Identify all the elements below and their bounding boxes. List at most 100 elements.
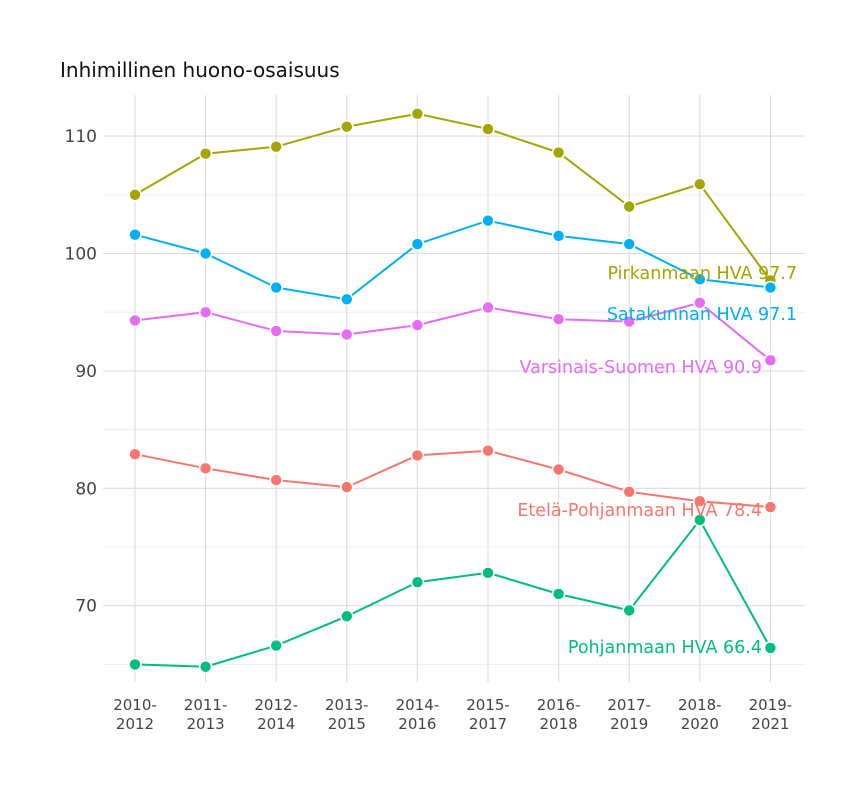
series-varsinais-suomen-hva [128, 295, 778, 368]
data-point-etel-pohjanmaan-hva [551, 462, 566, 477]
data-point-pohjanmaan-hva [128, 657, 142, 672]
x-tick-label-line: 2014 [257, 715, 295, 733]
data-point-satakunnan-hva [692, 272, 707, 287]
y-axis-tick-labels: 70 80 90 100 110 [65, 127, 97, 617]
data-point-etel-pohjanmaan-hva [339, 480, 354, 494]
x-tick-label-line: 2017- [607, 696, 651, 714]
data-point-satakunnan-hva [128, 227, 142, 242]
data-point-satakunnan-hva [198, 246, 213, 261]
data-point-pohjanmaan-hva [410, 575, 425, 590]
series-line-etel-pohjanmaan-hva [134, 449, 771, 509]
x-tick-label-line: 2019 [610, 715, 648, 733]
series-line-pirkanmaan-hva [134, 112, 772, 282]
series-lines [128, 106, 778, 674]
data-point-pirkanmaan-hva [269, 139, 284, 154]
data-point-pohjanmaan-hva [692, 513, 707, 527]
data-point-pirkanmaan-hva [551, 145, 566, 160]
x-tick-label-line: 2012 [116, 715, 154, 733]
data-point-satakunnan-hva [339, 292, 354, 307]
data-point-pirkanmaan-hva [198, 146, 213, 161]
series-satakunnan-hva [128, 213, 778, 307]
x-tick-label: 2012-2014 [254, 696, 298, 733]
x-tick-label: 2017-2019 [607, 696, 651, 733]
series-label-varsinais-suomen-hva: Varsinais-Suomen HVA 90.9 [519, 358, 762, 378]
series-etel-pohjanmaan-hva [128, 443, 778, 514]
data-point-varsinais-suomen-hva [269, 324, 284, 338]
x-tick-label-line: 2013 [187, 715, 225, 733]
data-point-satakunnan-hva [622, 237, 637, 251]
x-tick-label: 2015-2017 [466, 696, 510, 733]
data-point-varsinais-suomen-hva [622, 314, 637, 329]
data-point-pohjanmaan-hva [622, 603, 637, 618]
x-tick-label-line: 2011- [184, 696, 228, 714]
data-point-varsinais-suomen-hva [481, 300, 495, 315]
y-tick-label: 100 [65, 244, 97, 264]
x-tick-label-line: 2013- [325, 696, 369, 714]
series-line-pohjanmaan-hva [134, 518, 772, 668]
data-point-etel-pohjanmaan-hva [763, 500, 778, 514]
data-point-pirkanmaan-hva [622, 199, 637, 214]
data-point-satakunnan-hva [763, 280, 778, 295]
x-tick-label-line: 2016- [537, 696, 581, 714]
data-point-varsinais-suomen-hva [692, 295, 707, 310]
data-point-varsinais-suomen-hva [128, 313, 142, 328]
x-tick-label: 2011-2013 [184, 696, 228, 733]
data-point-pirkanmaan-hva [481, 122, 495, 136]
series-line-varsinais-suomen-hva [134, 301, 772, 362]
data-point-etel-pohjanmaan-hva [128, 447, 142, 462]
data-point-pohjanmaan-hva [269, 638, 284, 653]
series-end-labels: Pirkanmaan HVA 97.7 Satakunnan HVA 97.1 Va… [517, 264, 797, 658]
x-tick-label-line: 2012- [254, 696, 298, 714]
series-pirkanmaan-hva [128, 106, 778, 288]
x-tick-label-line: 2017 [469, 715, 507, 733]
data-point-pohjanmaan-hva [551, 587, 566, 601]
data-point-etel-pohjanmaan-hva [410, 448, 425, 463]
y-tick-label: 70 [75, 597, 97, 617]
series-label-pirkanmaan-hva: Pirkanmaan HVA 97.7 [607, 264, 797, 284]
x-tick-label-line: 2019- [749, 696, 793, 714]
data-point-varsinais-suomen-hva [339, 327, 354, 342]
x-tick-label-line: 2018- [678, 696, 722, 714]
x-tick-label-line: 2018 [540, 715, 578, 733]
data-point-pohjanmaan-hva [763, 641, 778, 655]
x-axis-tick-labels: 2010-2012 2011-2013 2012-2014 2013-2015 2014… [113, 696, 792, 733]
data-point-varsinais-suomen-hva [763, 353, 778, 368]
data-point-satakunnan-hva [481, 213, 495, 228]
data-point-pirkanmaan-hva [339, 119, 354, 134]
data-point-etel-pohjanmaan-hva [481, 443, 495, 458]
data-point-varsinais-suomen-hva [410, 318, 425, 332]
data-point-pirkanmaan-hva [410, 106, 425, 121]
data-point-pohjanmaan-hva [481, 566, 495, 580]
x-tick-label: 2018-2020 [678, 696, 722, 733]
data-point-satakunnan-hva [410, 237, 425, 251]
x-tick-label-line: 2016 [398, 715, 436, 733]
data-point-etel-pohjanmaan-hva [692, 494, 707, 509]
series-label-satakunnan-hva: Satakunnan HVA 97.1 [607, 305, 797, 325]
x-tick-label-line: 2021 [751, 715, 789, 733]
data-point-varsinais-suomen-hva [198, 305, 213, 319]
x-tick-label: 2014-2016 [396, 696, 440, 733]
x-tick-label: 2013-2015 [325, 696, 369, 733]
y-tick-label: 90 [75, 362, 97, 382]
y-tick-label: 110 [65, 127, 97, 147]
chart-title: Inhimillinen huono-osaisuus [60, 58, 340, 82]
x-tick-label-line: 2015- [466, 696, 510, 714]
data-point-pohjanmaan-hva [198, 659, 213, 674]
data-point-etel-pohjanmaan-hva [269, 473, 284, 487]
x-tick-label-line: 2015 [328, 715, 366, 733]
x-tick-label: 2010-2012 [113, 696, 157, 733]
data-point-satakunnan-hva [269, 280, 284, 295]
data-point-pohjanmaan-hva [339, 609, 354, 624]
data-point-etel-pohjanmaan-hva [198, 461, 213, 476]
series-label-pohjanmaan-hva: Pohjanmaan HVA 66.4 [568, 638, 762, 658]
data-point-satakunnan-hva [551, 229, 566, 243]
data-point-pirkanmaan-hva [692, 177, 707, 192]
data-point-etel-pohjanmaan-hva [622, 485, 637, 499]
x-tick-label-line: 2014- [396, 696, 440, 714]
x-tick-label-line: 2010- [113, 696, 157, 714]
x-tick-label: 2019-2021 [749, 696, 793, 733]
series-line-satakunnan-hva [134, 219, 771, 301]
data-point-varsinais-suomen-hva [551, 312, 566, 327]
